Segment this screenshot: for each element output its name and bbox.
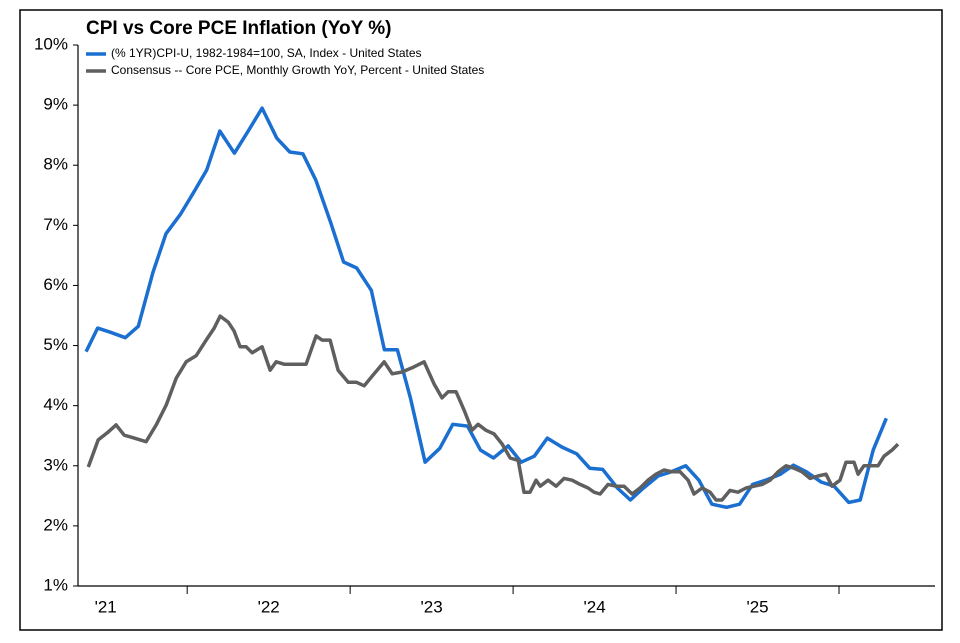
y-tick-label: 5% bbox=[43, 335, 68, 354]
x-tick-label: '21 bbox=[95, 597, 117, 616]
y-tick-label: 7% bbox=[43, 215, 68, 234]
y-tick-label: 2% bbox=[43, 515, 68, 534]
x-tick-label: '23 bbox=[421, 597, 443, 616]
line-series bbox=[84, 106, 888, 510]
y-tick-label: 8% bbox=[43, 155, 68, 174]
line-series bbox=[86, 314, 900, 502]
y-tick-label: 1% bbox=[43, 575, 68, 594]
x-tick-label: '24 bbox=[584, 597, 606, 616]
chart-title: CPI vs Core PCE Inflation (YoY %) bbox=[86, 18, 391, 39]
y-tick-label: 6% bbox=[43, 275, 68, 294]
legend-label: Consensus -- Core PCE, Monthly Growth Yo… bbox=[111, 63, 484, 77]
y-tick-label: 10% bbox=[34, 34, 68, 53]
y-tick-label: 3% bbox=[43, 455, 68, 474]
y-tick-label: 9% bbox=[43, 95, 68, 114]
x-tick-label: '22 bbox=[258, 597, 280, 616]
x-tick-label: '25 bbox=[746, 597, 768, 616]
y-tick-label: 4% bbox=[43, 395, 68, 414]
frame bbox=[19, 9, 943, 631]
legend-label: (% 1YR)CPI-U, 1982-1984=100, SA, Index -… bbox=[111, 46, 422, 60]
